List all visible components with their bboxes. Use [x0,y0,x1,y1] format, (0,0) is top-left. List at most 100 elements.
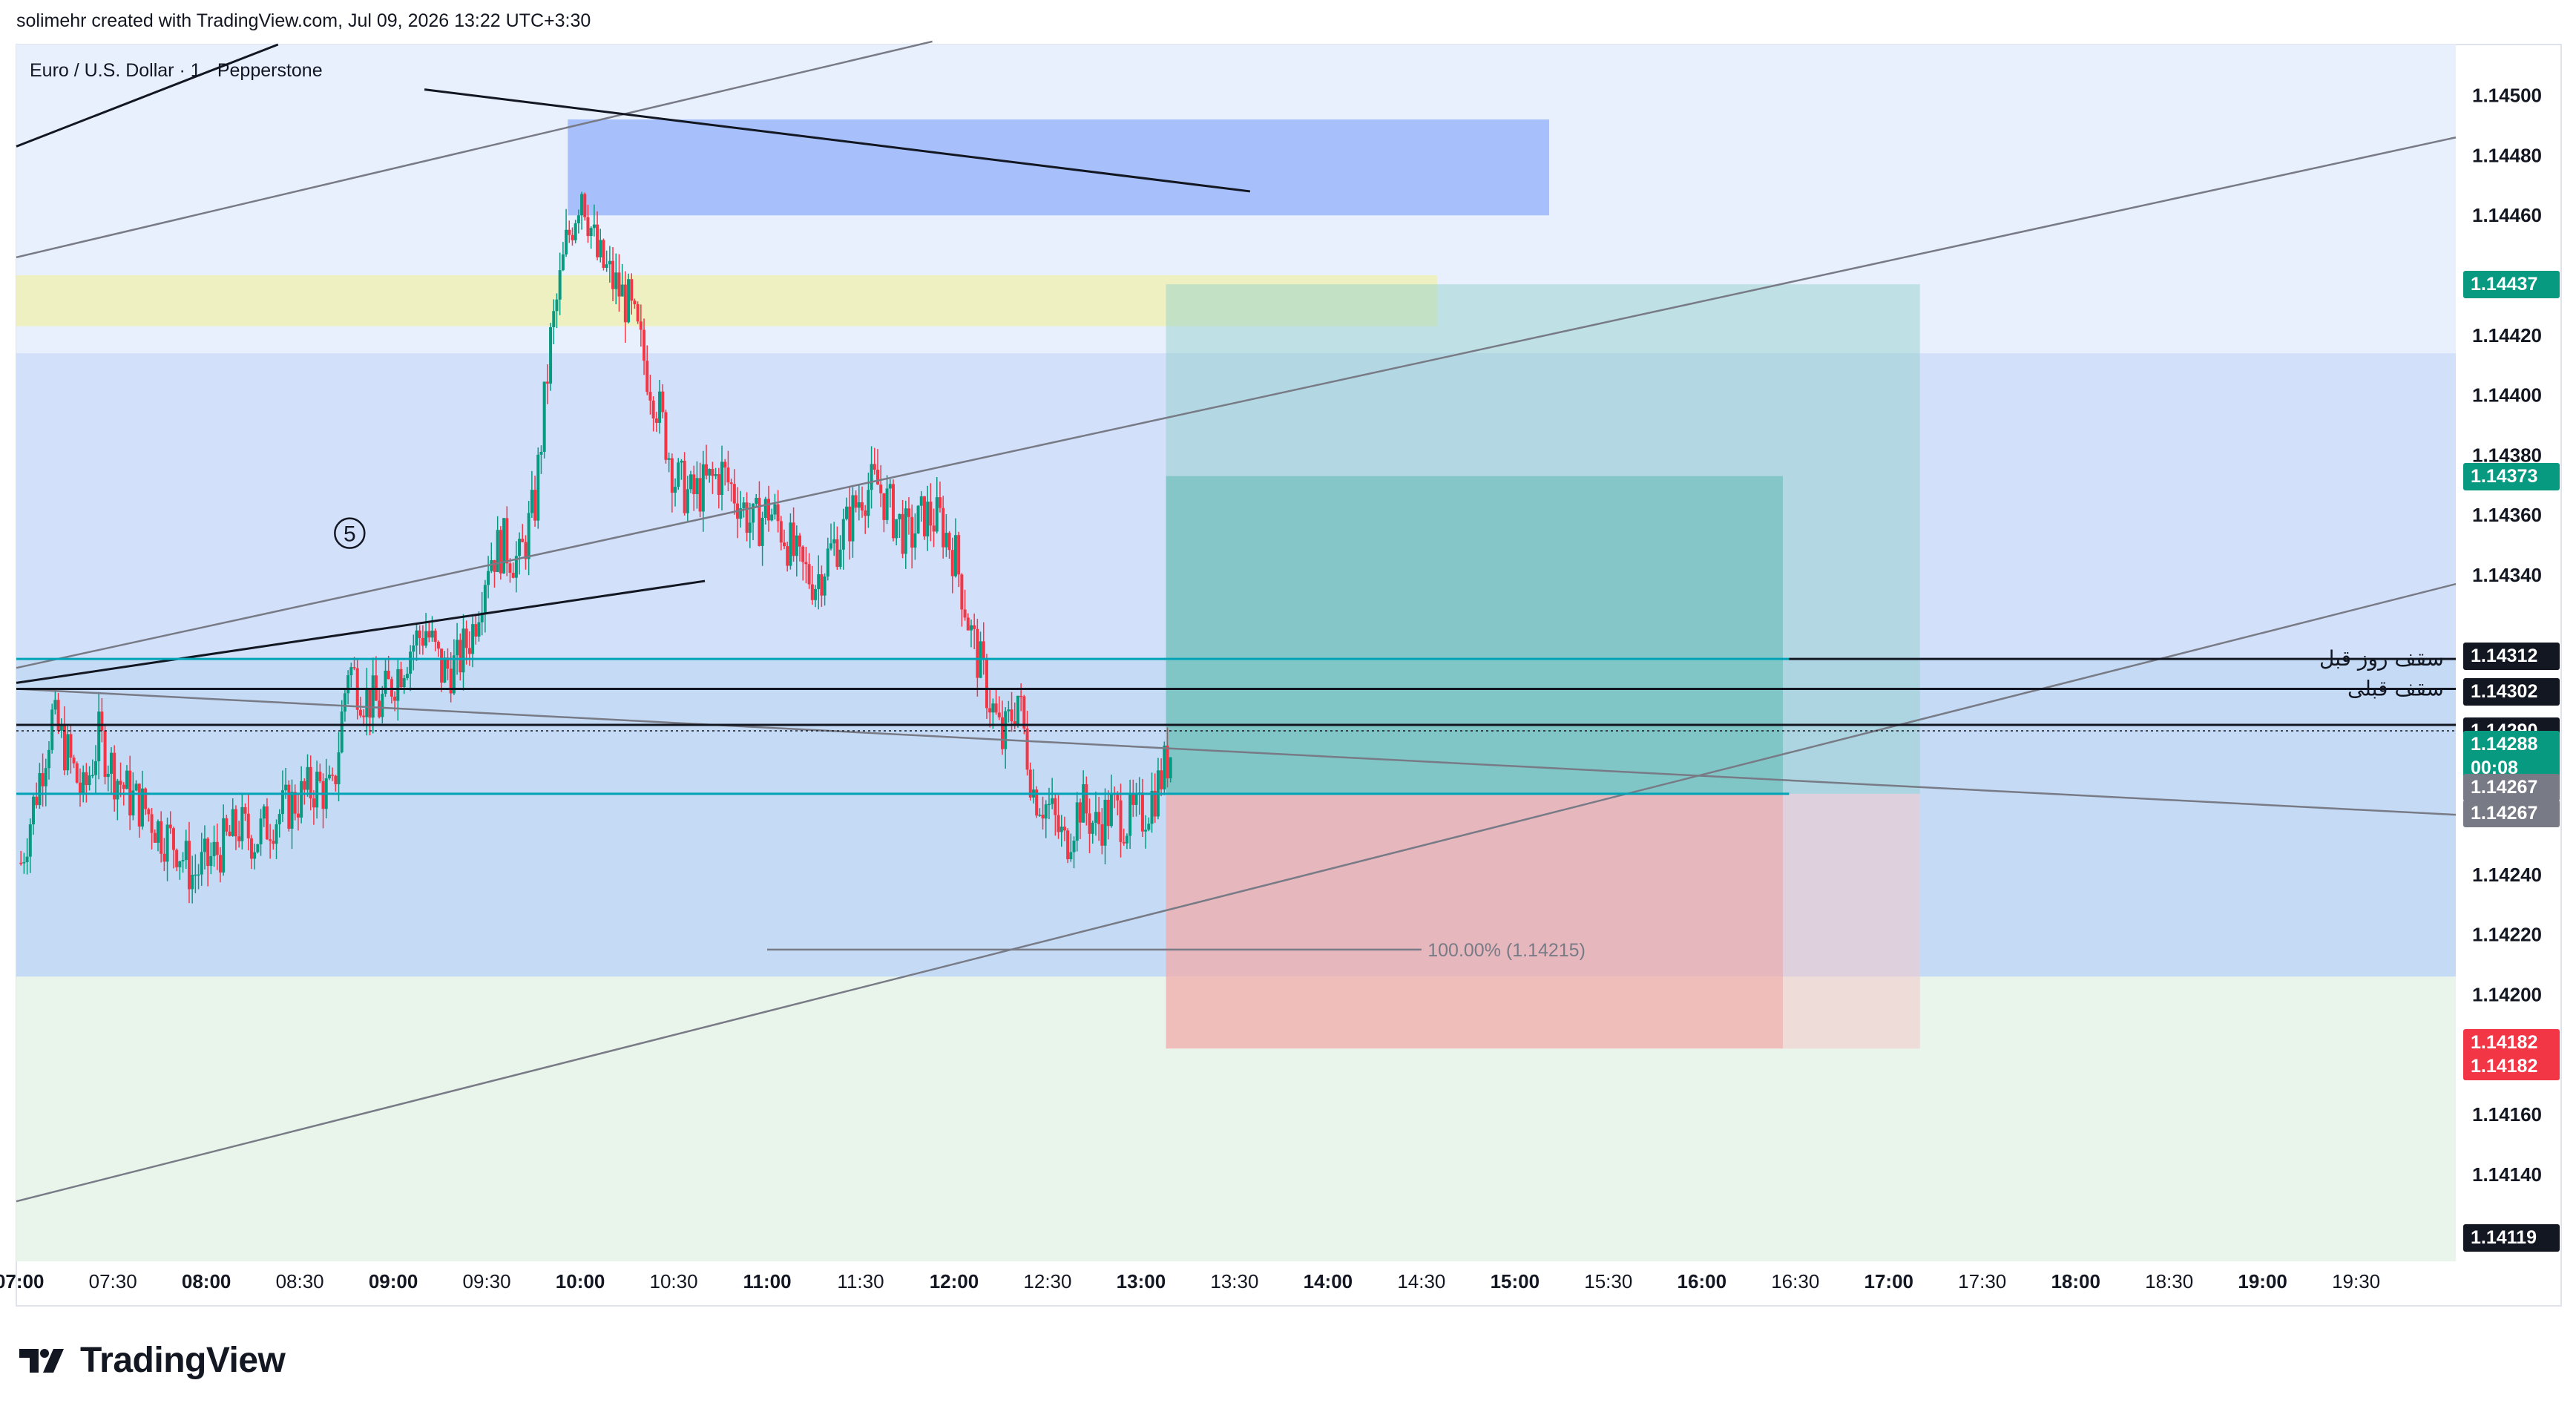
candle-body [378,700,381,717]
candle-body [888,484,892,489]
candle-body [100,712,104,731]
candle-body [929,502,933,526]
candle-body [826,548,829,577]
candle-body [580,194,584,216]
candle-body [480,612,484,622]
x-tick-label: 17:00 [1864,1270,1913,1292]
candle-body [262,806,266,819]
y-tick-label: 1.14220 [2472,924,2542,946]
candle-body [150,814,154,833]
candle-body [698,478,702,512]
candle-body [860,502,864,511]
candle-body [539,451,543,455]
candle-body [714,474,717,476]
candle-body [589,228,593,237]
candle-body [558,270,562,300]
y-tick-label: 1.14500 [2472,85,2542,107]
candle-body [798,535,802,547]
candle-body [456,640,459,656]
candle-body [72,758,76,763]
candle-body [689,474,693,490]
candle-body [508,563,512,573]
candle-body [1153,790,1157,817]
candle-body [38,773,42,806]
candle-body [857,502,861,508]
candle-body [1094,812,1097,823]
candle-body [125,770,128,789]
candle-body [530,490,533,513]
brand-name: TradingView [80,1341,286,1380]
candle-body [287,784,291,829]
candle-body [1044,804,1048,819]
level-label: سقف قبلی [2347,676,2444,700]
candle-body [864,510,867,516]
candle-body [162,853,166,862]
supply-zone-yellow [16,275,1437,326]
candle-body [415,630,418,645]
candle-body [399,668,403,688]
candle-body [477,622,481,637]
x-tick-label: 16:00 [1678,1270,1727,1292]
tradingview-logo-icon [19,1348,64,1373]
brand[interactable]: TradingView [19,1340,286,1381]
price-badge: 1.14302 [2463,678,2560,706]
candle-body [599,240,602,257]
candle-body [1097,812,1101,824]
candle-body [1019,695,1023,697]
candle-body [165,824,169,862]
candle-body [446,657,450,669]
x-tick-label: 18:00 [2051,1270,2100,1292]
x-tick-label: 10:30 [649,1270,697,1292]
candle-body [680,461,683,463]
candle-body [249,838,253,859]
candle-body [973,625,976,629]
candle-body [393,696,397,701]
x-tick-label: 09:30 [463,1270,511,1292]
candle-body [885,488,889,520]
candle-body [1128,793,1132,836]
candle-body [53,700,57,710]
candle-body [346,675,350,694]
candle-body [1088,813,1091,834]
x-tick-label: 16:30 [1771,1270,1819,1292]
candle-body [1166,745,1169,779]
candle-body [1016,695,1019,725]
candle-body [891,484,895,539]
candle-body [312,798,315,808]
candle-body [343,693,346,712]
candle-body [760,517,764,546]
candle-body [1066,830,1070,860]
candle-body [1144,830,1148,832]
y-tick-label: 1.14240 [2472,864,2542,886]
candle-body [381,694,384,717]
candle-body [732,484,736,504]
price-badge: 1.14437 [2463,271,2560,299]
candle-body [695,478,699,495]
y-tick-label: 1.14460 [2472,204,2542,226]
trend-line-top [424,88,1251,193]
candle-body [555,299,559,312]
candle-body [1022,696,1026,729]
x-tick-label: 13:30 [1210,1270,1258,1292]
candle-body [181,860,185,861]
candle-body [1013,721,1016,725]
candle-body [711,469,714,476]
candle-body [362,715,366,717]
candle-body [459,640,462,673]
candle-body [763,499,767,518]
candle-body [717,474,720,496]
candle-body [50,709,54,750]
channel-line-upper [16,40,933,259]
candle-body [745,502,749,533]
candle-body [412,645,415,652]
candle-body [28,824,32,857]
candle-body [1100,824,1104,846]
candle-body [752,503,755,523]
candle-body [41,773,45,786]
candle-body [1119,800,1123,842]
y-tick-label: 1.14380 [2472,444,2542,466]
candle-body [147,809,151,815]
candle-body [511,572,515,578]
level-label: سقف روز قبل [2319,646,2444,671]
